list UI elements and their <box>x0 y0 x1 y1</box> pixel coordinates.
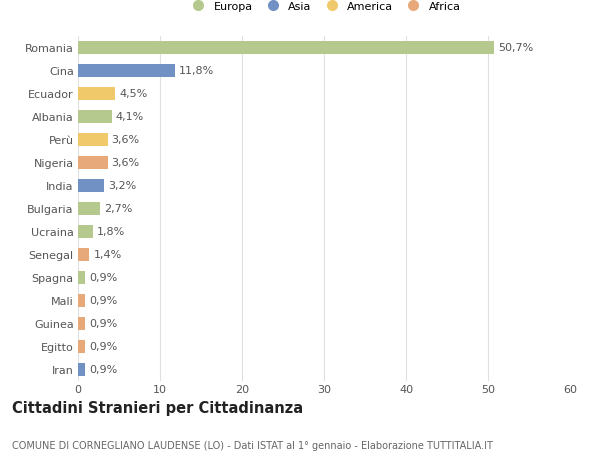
Text: 3,6%: 3,6% <box>112 158 140 168</box>
Text: 0,9%: 0,9% <box>89 273 118 283</box>
Bar <box>78 363 85 376</box>
Text: 4,1%: 4,1% <box>116 112 144 122</box>
Bar <box>78 225 93 238</box>
Legend: Europa, Asia, America, Africa: Europa, Asia, America, Africa <box>182 0 466 17</box>
Text: 0,9%: 0,9% <box>89 364 118 375</box>
Bar <box>78 88 115 101</box>
Text: COMUNE DI CORNEGLIANO LAUDENSE (LO) - Dati ISTAT al 1° gennaio - Elaborazione TU: COMUNE DI CORNEGLIANO LAUDENSE (LO) - Da… <box>12 440 493 450</box>
Text: 3,2%: 3,2% <box>109 181 137 191</box>
Bar <box>78 248 89 261</box>
Bar <box>78 111 112 123</box>
Bar <box>78 340 85 353</box>
Bar <box>78 179 104 192</box>
Text: 2,7%: 2,7% <box>104 204 133 214</box>
Text: 3,6%: 3,6% <box>112 135 140 145</box>
Text: 0,9%: 0,9% <box>89 319 118 329</box>
Bar <box>78 65 175 78</box>
Text: 50,7%: 50,7% <box>498 43 533 53</box>
Bar <box>78 294 85 307</box>
Text: 11,8%: 11,8% <box>179 66 214 76</box>
Bar <box>78 42 494 55</box>
Text: 1,8%: 1,8% <box>97 227 125 237</box>
Bar <box>78 157 107 169</box>
Text: 0,9%: 0,9% <box>89 341 118 352</box>
Text: 4,5%: 4,5% <box>119 89 147 99</box>
Bar <box>78 317 85 330</box>
Text: 0,9%: 0,9% <box>89 296 118 306</box>
Text: 1,4%: 1,4% <box>94 250 122 260</box>
Bar <box>78 134 107 146</box>
Bar <box>78 202 100 215</box>
Text: Cittadini Stranieri per Cittadinanza: Cittadini Stranieri per Cittadinanza <box>12 400 303 415</box>
Bar <box>78 271 85 284</box>
